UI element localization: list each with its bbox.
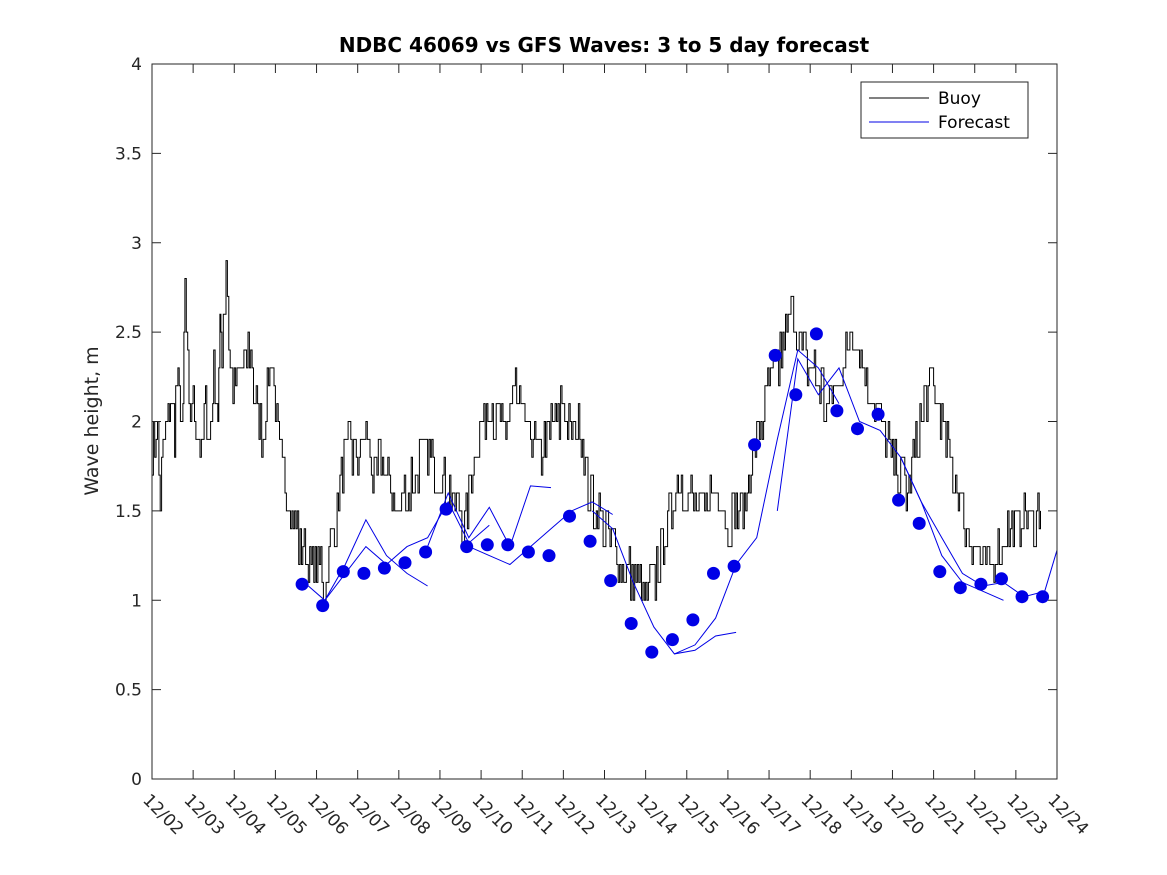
forecast-point <box>871 407 885 421</box>
forecast-point <box>974 577 988 591</box>
x-tick-label: 12/02 <box>138 790 187 839</box>
forecast-point <box>707 566 720 580</box>
y-tick-label: 0 <box>131 770 142 790</box>
forecast-run-line <box>324 500 490 601</box>
forecast-point <box>419 545 433 559</box>
y-tick-label: 3 <box>131 234 142 254</box>
x-tick-label: 12/21 <box>920 790 969 839</box>
x-tick-label: 12/05 <box>262 790 311 839</box>
forecast-point <box>439 502 453 516</box>
y-tick-label: 3.5 <box>115 144 142 164</box>
forecast-markers <box>295 327 1050 659</box>
x-tick-label: 12/19 <box>838 790 887 839</box>
forecast-point <box>501 538 515 552</box>
y-tick-label: 1 <box>131 591 142 611</box>
x-tick-label: 12/11 <box>509 790 558 839</box>
x-tick-label: 12/18 <box>797 790 846 839</box>
forecast-point <box>748 438 762 452</box>
y-axis-label: Wave height, m <box>81 346 103 495</box>
forecast-point <box>624 617 638 630</box>
forecast-point <box>953 581 967 595</box>
forecast-point <box>727 559 741 573</box>
x-tick-label: 12/03 <box>180 790 229 839</box>
forecast-point <box>316 599 330 613</box>
chart-title: NDBC 46069 vs GFS Waves: 3 to 5 day fore… <box>339 33 870 57</box>
forecast-point <box>460 540 474 554</box>
forecast-runs <box>303 349 1057 655</box>
x-tick-label: 12/06 <box>303 790 352 839</box>
x-tick-label: 12/22 <box>961 790 1010 839</box>
forecast-point <box>912 516 926 530</box>
forecast-point <box>789 388 803 402</box>
forecast-point <box>336 565 350 579</box>
x-tick-label: 12/17 <box>756 790 805 839</box>
forecast-point <box>357 566 371 580</box>
legend[interactable]: Buoy Forecast <box>860 81 1029 139</box>
legend-box <box>860 81 1029 139</box>
forecast-point <box>686 613 700 627</box>
buoy-line <box>152 260 1041 601</box>
forecast-run-line <box>427 485 552 548</box>
buoy-series <box>152 260 1041 601</box>
y-tick-label: 4 <box>131 55 142 75</box>
x-tick-label: 12/10 <box>468 790 517 839</box>
forecast-point <box>563 509 576 523</box>
forecast-point <box>851 422 864 436</box>
legend-buoy-label: Buoy <box>938 89 981 109</box>
forecast-point <box>768 348 782 362</box>
forecast-point <box>1036 590 1050 604</box>
forecast-point <box>809 327 823 341</box>
x-tick-label: 12/09 <box>426 790 475 839</box>
y-axis: 0 0.5 1 1.5 2 2.5 3 3.5 4 <box>115 55 1057 790</box>
y-tick-label: 2 <box>131 413 142 433</box>
x-tick-label: 12/23 <box>1002 790 1051 839</box>
forecast-point <box>645 645 659 659</box>
forecast-point <box>583 534 597 548</box>
x-tick-label: 12/15 <box>673 790 722 839</box>
forecast-point <box>521 545 535 559</box>
forecast-point <box>542 549 556 563</box>
forecast-point <box>995 572 1008 586</box>
x-tick-label: 12/07 <box>344 790 393 839</box>
forecast-run-line <box>468 501 613 566</box>
x-tick-label: 12/04 <box>221 790 270 839</box>
forecast-point <box>933 565 947 579</box>
forecast-point <box>398 556 412 570</box>
x-axis: 12/0212/0312/0412/0512/0612/0712/0812/09… <box>138 64 1092 839</box>
x-tick-label: 12/13 <box>591 790 640 839</box>
x-tick-label: 12/24 <box>1043 790 1092 839</box>
forecast-point <box>480 538 494 552</box>
forecast-run-line <box>674 349 840 655</box>
legend-forecast-label: Forecast <box>938 113 1010 133</box>
x-tick-label: 12/14 <box>632 790 681 839</box>
forecast-point <box>665 633 679 647</box>
y-tick-label: 1.5 <box>115 502 142 522</box>
forecast-point <box>604 574 618 588</box>
y-tick-label: 0.5 <box>115 681 142 701</box>
x-tick-label: 12/12 <box>550 790 599 839</box>
forecast-run-line <box>591 510 737 655</box>
x-tick-label: 12/16 <box>714 790 763 839</box>
forecast-point <box>830 404 844 418</box>
x-tick-label: 12/20 <box>879 790 928 839</box>
forecast-point <box>1015 590 1029 604</box>
x-tick-label: 12/08 <box>385 790 434 839</box>
forecast-run-line <box>776 357 1004 601</box>
y-tick-label: 2.5 <box>115 323 142 343</box>
forecast-point <box>295 577 309 591</box>
forecast-point <box>892 493 906 507</box>
forecast-point <box>377 561 391 575</box>
